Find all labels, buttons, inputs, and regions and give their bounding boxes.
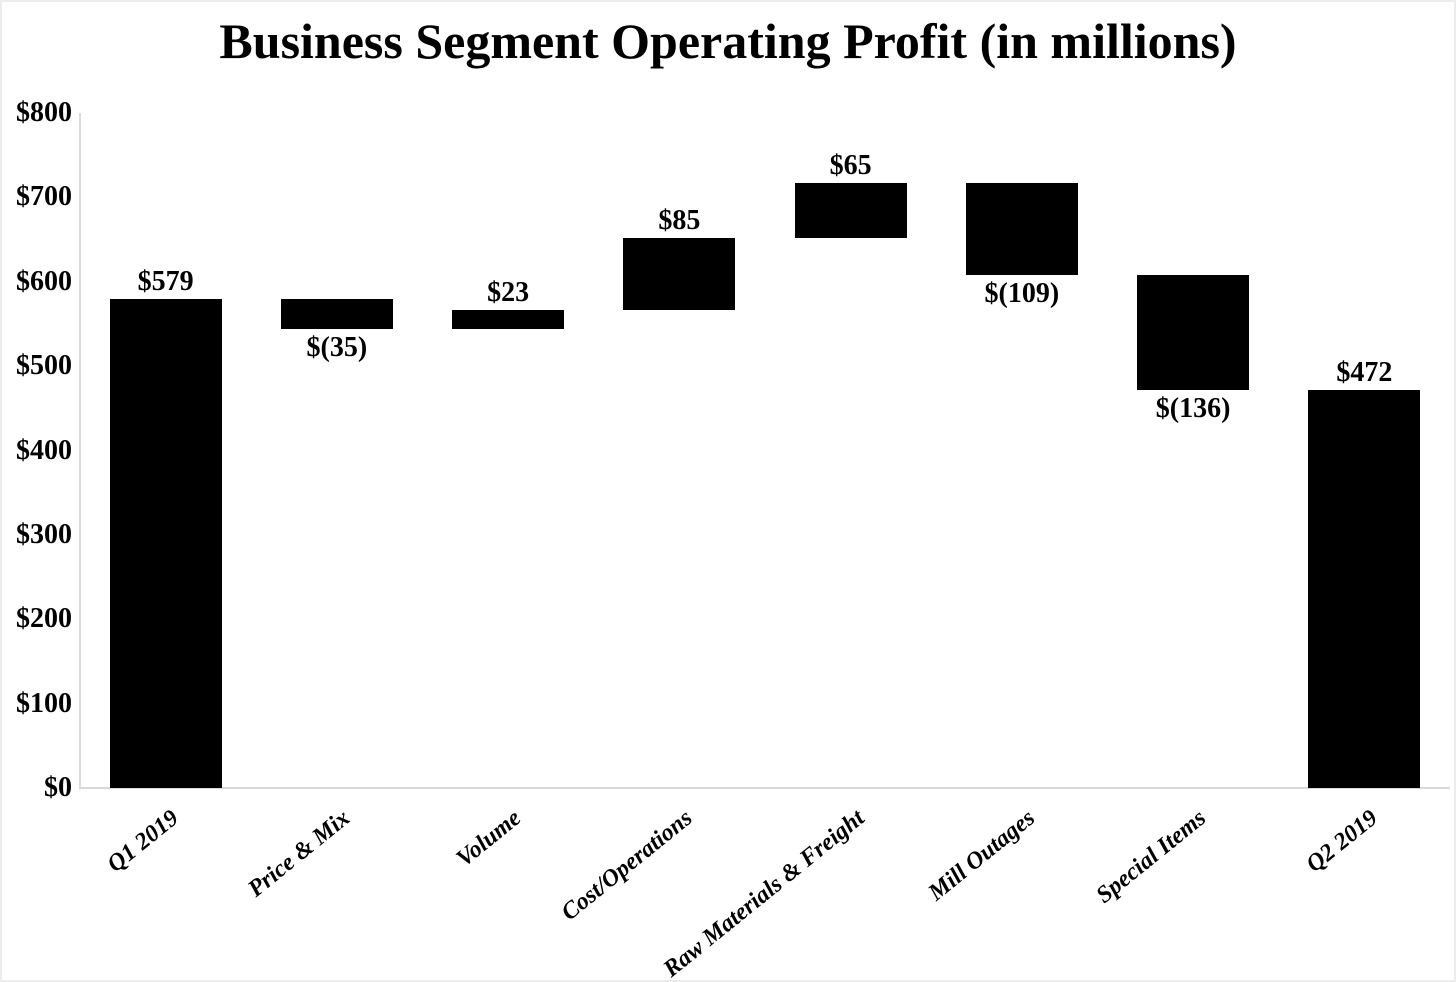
waterfall-bar — [109, 299, 222, 788]
waterfall-bar — [452, 309, 565, 329]
bar-value-label: $(136) — [1155, 392, 1231, 424]
bar-value-label: $579 — [137, 266, 194, 298]
plot-area: $579 $(35) $23 $85 $65 $(109) $(136) $472 — [80, 113, 1450, 788]
waterfall-bar — [1308, 389, 1421, 788]
y-axis-tick-label: $400 — [16, 434, 72, 466]
y-axis-line — [79, 113, 81, 789]
x-axis-category-label: Mill Outages — [923, 805, 1041, 907]
waterfall-bar — [280, 299, 393, 329]
x-axis-category-label: Special Items — [1092, 805, 1212, 909]
bar-value-label: $(35) — [306, 332, 368, 363]
y-axis-tick-label: $800 — [16, 97, 72, 128]
y-axis-tick-label: $700 — [16, 181, 72, 213]
waterfall-bar — [1137, 275, 1250, 390]
x-axis-category-label: Price & Mix — [243, 805, 356, 903]
bar-value-label: $472 — [1336, 356, 1393, 388]
waterfall-bar — [794, 183, 907, 238]
x-axis-category-label: Q2 2019 — [1301, 805, 1383, 878]
y-axis-tick-label: $200 — [16, 603, 72, 635]
y-axis-tick-label: $0 — [44, 772, 72, 803]
bar-value-label: $(109) — [984, 278, 1060, 309]
waterfall-bar — [965, 183, 1078, 275]
x-axis-line — [79, 787, 1450, 789]
bar-value-label: $85 — [658, 204, 701, 236]
y-axis-tick-label: $500 — [16, 350, 72, 382]
x-axis-category-label: Q1 2019 — [102, 805, 184, 878]
bar-value-label: $23 — [487, 276, 530, 308]
y-axis-tick-label: $100 — [16, 687, 72, 719]
x-axis-category-label: Cost/Operations — [557, 805, 698, 926]
y-axis-tick-label: $600 — [16, 265, 72, 297]
waterfall-bar — [623, 237, 736, 310]
chart-title: Business Segment Operating Profit (in mi… — [219, 13, 1237, 69]
bar-value-label: $65 — [829, 150, 872, 182]
x-axis-category-label: Volume — [452, 805, 527, 873]
y-axis-tick-label: $300 — [16, 518, 72, 550]
